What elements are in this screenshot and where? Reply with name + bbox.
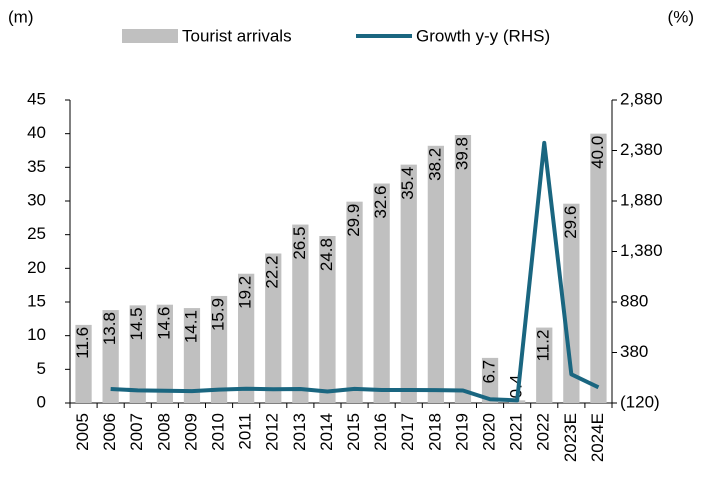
x-tick-label: 2020 (480, 413, 499, 451)
bar (238, 273, 255, 403)
y2-tick-label: (120) (620, 392, 660, 411)
bar (183, 308, 201, 403)
x-tick-label: 2018 (425, 413, 444, 451)
data-label: 22.2 (263, 256, 282, 289)
bar (319, 236, 336, 403)
bar (156, 304, 173, 403)
x-tick-label: 2019 (452, 413, 471, 451)
legend-label: Growth y-y (RHS) (416, 26, 550, 45)
y2-tick-label: 2,880 (620, 89, 663, 108)
data-label: 39.8 (452, 137, 471, 170)
y-tick-label: 15 (27, 291, 46, 310)
bar (536, 327, 553, 403)
x-tick-label: 2023E (561, 413, 580, 462)
bar (265, 253, 282, 403)
y-axis-label: (m) (8, 7, 33, 26)
data-label: 14.1 (181, 310, 200, 343)
y-tick-label: 0 (37, 392, 46, 411)
y2-tick-label: 1,380 (620, 241, 663, 260)
bar (481, 357, 499, 403)
x-tick-label: 2005 (73, 413, 92, 451)
y-tick-label: 30 (27, 190, 46, 209)
bar (454, 135, 472, 403)
x-tick-label: 2008 (154, 413, 173, 451)
data-label: 6.7 (480, 360, 499, 384)
y2-tick-label: 880 (620, 291, 648, 310)
data-label: 19.2 (236, 276, 255, 309)
legend-swatch (122, 29, 178, 43)
bar (102, 310, 119, 403)
y2-tick-label: 2,380 (620, 140, 663, 159)
y2-axis-label: (%) (668, 7, 694, 26)
data-label: 11.2 (534, 330, 553, 362)
bar (292, 224, 309, 403)
data-label: 11.6 (73, 327, 92, 359)
y-tick-label: 10 (27, 325, 46, 344)
data-label: 24.8 (317, 238, 336, 271)
data-label: 14.6 (154, 307, 173, 340)
y-tick-label: 45 (27, 89, 46, 108)
x-tick-label: 2024E (588, 413, 607, 462)
data-label: 40.0 (588, 136, 607, 169)
bar (346, 201, 363, 403)
x-tick-label: 2006 (100, 413, 119, 451)
y-tick-label: 25 (27, 224, 46, 243)
bar (75, 324, 92, 403)
x-tick-label: 2013 (290, 413, 309, 451)
y-tick-label: 5 (37, 359, 46, 378)
data-label: 35.4 (398, 167, 417, 200)
x-tick-label: 2011 (236, 413, 255, 450)
bar (373, 183, 390, 403)
bar (210, 295, 228, 403)
y-tick-label: 35 (27, 157, 46, 176)
y-tick-label: 40 (27, 123, 46, 142)
bar (427, 145, 444, 403)
x-tick-label: 2015 (344, 413, 363, 451)
x-tick-label: 2007 (127, 413, 146, 451)
bar (400, 164, 417, 403)
line (110, 140, 600, 403)
bar (590, 133, 607, 403)
data-label: 14.5 (127, 307, 146, 340)
y-tick-label: 20 (27, 258, 46, 277)
data-label: 29.6 (561, 206, 580, 239)
y2-tick-label: 1,880 (620, 190, 663, 209)
y2-tick-label: 380 (620, 342, 648, 361)
x-tick-label: 2017 (398, 413, 417, 451)
data-label: 13.8 (100, 312, 119, 345)
data-label: 32.6 (371, 185, 390, 218)
x-tick-label: 2021 (507, 413, 526, 451)
x-tick-label: 2010 (209, 413, 228, 451)
data-label: 26.5 (290, 227, 309, 260)
bar (129, 305, 146, 403)
legend-label: Tourist arrivals (182, 26, 292, 45)
x-tick-label: 2014 (317, 413, 336, 451)
x-tick-label: 2009 (181, 413, 200, 451)
x-tick-label: 2016 (371, 413, 390, 451)
x-tick-label: 2012 (263, 413, 282, 451)
data-label: 15.9 (209, 298, 228, 331)
data-label: 38.2 (425, 148, 444, 181)
data-label: 29.9 (344, 204, 363, 237)
x-tick-label: 2022 (534, 413, 553, 451)
